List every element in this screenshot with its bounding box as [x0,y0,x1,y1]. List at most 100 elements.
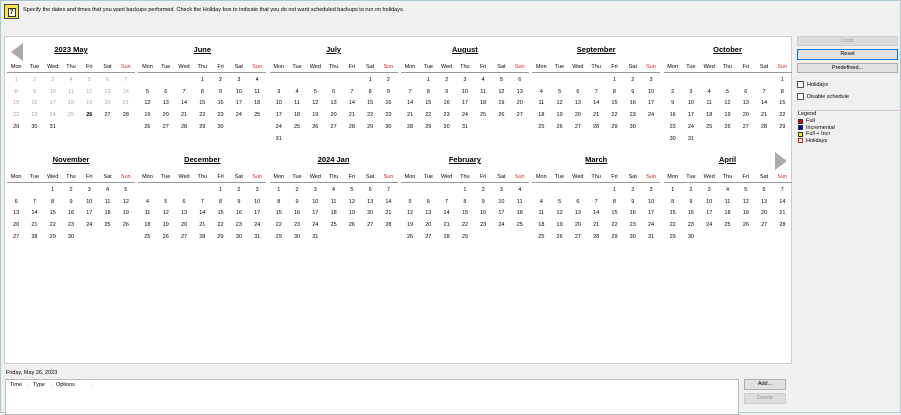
day-cell[interactable]: 12 [498,88,505,95]
holidays-checkbox[interactable]: Holidays [797,81,828,88]
day-cell[interactable]: 8 [51,198,55,205]
day-cell[interactable]: 8 [612,88,616,95]
day-cell[interactable]: 26 [556,123,563,130]
day-cell[interactable]: 24 [254,222,261,229]
day-cell[interactable]: 12 [144,100,151,107]
day-cell[interactable]: 19 [86,100,93,107]
day-cell[interactable]: 1 [612,77,616,83]
day-cell[interactable]: 3 [51,77,55,83]
day-cell[interactable]: 29 [275,233,282,240]
day-cell[interactable]: 10 [312,198,319,205]
day-cell[interactable]: 19 [724,112,731,119]
day-cell[interactable]: 21 [443,222,450,229]
day-cell[interactable]: 12 [348,198,355,205]
day-cell[interactable]: 19 [122,210,129,217]
day-cell[interactable]: 11 [254,88,260,95]
day-cell[interactable]: 27 [367,222,374,229]
day-cell[interactable]: 29 [367,123,374,130]
day-cell[interactable]: 23 [629,222,636,229]
day-cell[interactable]: 12 [556,100,563,107]
day-cell[interactable]: 7 [386,187,390,193]
day-cell[interactable]: 8 [219,198,223,205]
day-cell[interactable]: 17 [647,100,655,107]
day-cell[interactable]: 15 [217,210,224,217]
day-cell[interactable]: 23 [629,112,636,119]
day-cell[interactable]: 3 [707,187,711,193]
day-cell[interactable]: 25 [293,123,301,130]
day-cell[interactable]: 16 [31,100,38,107]
day-cell[interactable]: 21 [122,100,129,107]
day-cell[interactable]: 22 [669,222,676,229]
day-cell[interactable]: 23 [443,112,450,119]
day-cell[interactable]: 16 [217,100,224,107]
day-cell[interactable]: 1 [463,187,467,193]
day-cell[interactable]: 24 [687,123,694,130]
day-cell[interactable]: 2 [631,187,635,193]
day-cell[interactable]: 27 [13,233,20,240]
day-cell[interactable]: 18 [330,210,337,217]
day-cell[interactable]: 11 [68,88,74,95]
day-cell[interactable]: 18 [516,210,523,217]
day-cell[interactable]: 7 [200,198,204,205]
day-cell[interactable]: 31 [49,123,56,130]
day-cell[interactable]: 21 [406,112,414,119]
month-title[interactable]: November [52,155,90,164]
day-cell[interactable]: 16 [629,100,636,107]
day-cell[interactable]: 15 [611,100,618,107]
day-cell[interactable]: 24 [647,112,655,119]
day-cell[interactable]: 28 [122,112,129,119]
day-cell[interactable]: 5 [499,77,503,83]
day-cell[interactable]: 27 [425,233,432,240]
day-cell[interactable]: 26 [312,123,319,130]
day-cell[interactable]: 19 [556,112,563,119]
day-cell[interactable]: 20 [742,112,749,119]
day-cell[interactable]: 12 [742,198,749,205]
day-cell[interactable]: 28 [180,123,188,130]
triangle-left-icon[interactable] [11,43,23,61]
day-cell[interactable]: 15 [13,100,20,107]
day-cell[interactable]: 15 [779,100,786,107]
day-cell[interactable]: 7 [762,88,766,95]
day-cell[interactable]: 14 [348,100,355,107]
day-cell[interactable]: 4 [255,77,259,83]
day-cell[interactable]: 2 [69,187,73,193]
day-cell[interactable]: 12 [724,100,731,107]
day-cell[interactable]: 22 [611,222,618,229]
column-type[interactable]: Type [33,382,52,388]
day-cell[interactable]: 24 [275,123,282,130]
day-cell[interactable]: 13 [104,88,111,95]
day-cell[interactable]: 31 [461,123,468,130]
reset-button[interactable]: Reset [797,49,898,60]
day-cell[interactable]: 5 [164,198,168,205]
day-cell[interactable]: 30 [629,123,636,130]
day-cell[interactable]: 19 [312,112,319,119]
day-cell[interactable]: 4 [295,88,299,95]
day-cell[interactable]: 6 [426,198,430,205]
day-cell[interactable]: 10 [687,100,694,107]
day-cell[interactable]: 7 [780,187,784,193]
day-cell[interactable]: 22 [461,222,468,229]
day-cell[interactable]: 2 [671,88,675,95]
day-cell[interactable]: 30 [629,233,636,240]
month-title[interactable]: February [448,155,481,164]
day-cell[interactable]: 22 [425,112,432,119]
day-cell[interactable]: 26 [162,233,169,240]
day-cell[interactable]: 24 [312,222,319,229]
day-cell[interactable]: 6 [744,88,748,95]
day-cell[interactable]: 5 [145,88,149,95]
day-cell[interactable]: 28 [199,233,206,240]
day-cell[interactable]: 28 [385,222,392,229]
day-cell[interactable]: 25 [480,112,487,119]
day-cell[interactable]: 17 [235,100,242,107]
day-cell[interactable]: 26 [144,123,151,130]
day-cell[interactable]: 16 [385,100,392,107]
day-cell[interactable]: 4 [539,88,543,95]
day-cell[interactable]: 9 [69,198,73,205]
day-cell[interactable]: 25 [516,222,523,229]
day-cell[interactable]: 9 [237,198,241,205]
day-cell[interactable]: 18 [104,210,111,217]
day-cell[interactable]: 11 [538,210,545,217]
day-cell[interactable]: 20 [367,210,374,217]
day-cell[interactable]: 7 [594,198,598,205]
month-title[interactable]: June [193,45,212,54]
